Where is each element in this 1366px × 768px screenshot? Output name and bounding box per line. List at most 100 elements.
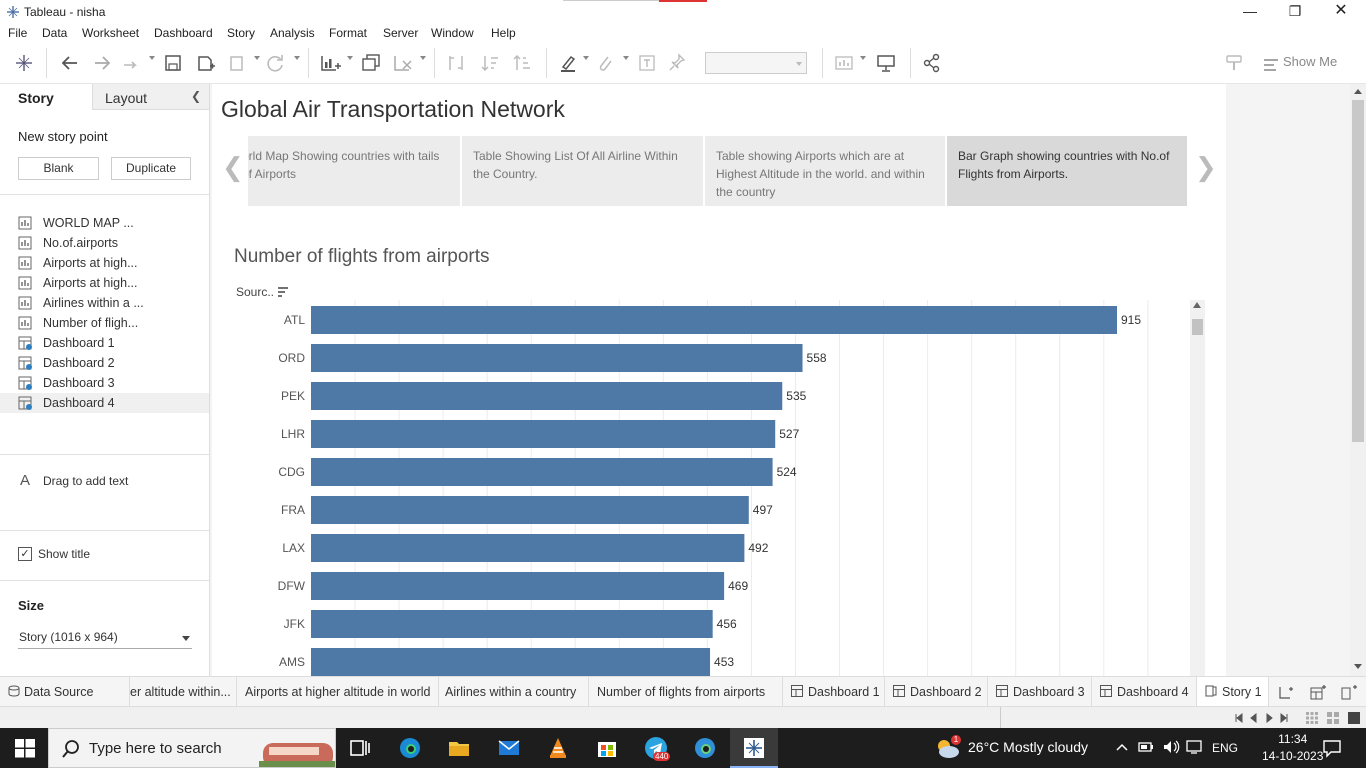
collapse-panel-icon[interactable]: ❮ <box>190 89 201 103</box>
menu-analysis[interactable]: Analysis <box>270 26 315 40</box>
weather-cloudy-icon[interactable] <box>934 736 962 760</box>
tab-layout[interactable]: Layout <box>92 84 209 110</box>
sheet-list-item[interactable]: Airlines within a ... <box>0 293 209 313</box>
sheet-list-item[interactable]: No.of.airports <box>0 233 209 253</box>
presentation-mode-icon[interactable] <box>876 52 896 74</box>
blank-button[interactable]: Blank <box>18 157 99 180</box>
bar-ams[interactable] <box>311 648 711 676</box>
new-worksheet-icon[interactable] <box>320 52 342 74</box>
new-data-source-icon[interactable] <box>196 52 216 74</box>
story-point-2[interactable]: Table Showing List Of All Airline Within… <box>462 136 703 206</box>
filmstrip-view-icon[interactable] <box>1306 712 1318 724</box>
sheet-navigation-icon[interactable] <box>1234 713 1294 723</box>
story-point-4-active[interactable]: Bar Graph showing countries with No.of F… <box>947 136 1187 206</box>
new-worksheet-tab-icon[interactable] <box>1278 685 1294 701</box>
bar-pek[interactable] <box>311 382 783 410</box>
tab-dashboard[interactable]: Dashboard 2 <box>885 677 988 707</box>
tab-story[interactable]: Story <box>18 90 54 106</box>
replay-icon[interactable] <box>122 52 142 74</box>
battery-icon[interactable] <box>1138 740 1154 754</box>
bar-atl[interactable] <box>311 306 1117 334</box>
tab-worksheet[interactable]: Airlines within a country <box>439 677 589 707</box>
bar-dfw[interactable] <box>311 572 725 600</box>
menu-server[interactable]: Server <box>383 26 419 40</box>
close-icon[interactable]: ✕ <box>1334 2 1348 19</box>
tab-view-icon[interactable] <box>1327 712 1339 724</box>
scroll-down-icon[interactable] <box>1354 664 1362 670</box>
volume-icon[interactable] <box>1162 739 1180 755</box>
window-vertical-scrollbar[interactable] <box>1350 84 1366 676</box>
duplicate-sheet-icon[interactable] <box>361 52 381 74</box>
scroll-thumb[interactable] <box>1192 319 1203 335</box>
task-view-icon[interactable] <box>348 736 372 760</box>
new-story-tab-icon[interactable] <box>1341 685 1357 701</box>
save-icon[interactable] <box>164 52 182 74</box>
show-mark-labels-icon[interactable] <box>637 52 657 74</box>
tab-dashboard[interactable]: Dashboard 4 <box>1092 677 1197 707</box>
menu-window[interactable]: Window <box>431 26 474 40</box>
restore-icon[interactable]: ❐ <box>1288 3 1302 19</box>
sheet-list-item[interactable]: Dashboard 4 <box>0 393 209 413</box>
taskbar-search-input[interactable]: Type here to search <box>48 728 336 768</box>
group-members-icon[interactable] <box>596 52 614 74</box>
show-cards-icon[interactable] <box>834 52 856 74</box>
bar-lax[interactable] <box>311 534 745 562</box>
show-hidden-icons-icon[interactable] <box>1116 742 1128 752</box>
network-icon[interactable] <box>1186 739 1204 755</box>
duplicate-button[interactable]: Duplicate <box>111 157 191 180</box>
sort-ascending-icon[interactable] <box>480 52 500 74</box>
sheet-list-item[interactable]: Dashboard 1 <box>0 333 209 353</box>
scroll-up-icon[interactable] <box>1354 88 1362 94</box>
show-me-icon[interactable] <box>1262 54 1280 76</box>
bar-lhr[interactable] <box>311 420 776 448</box>
sheet-list-item[interactable]: Dashboard 2 <box>0 353 209 373</box>
sheet-list-item[interactable]: WORLD MAP ... <box>0 213 209 233</box>
refresh-icon[interactable] <box>265 52 285 74</box>
bar-cdg[interactable] <box>311 458 773 486</box>
sheet-list-item[interactable]: Airports at high... <box>0 273 209 293</box>
story-point-1[interactable]: orld Map Showing countries with tails of… <box>248 136 460 206</box>
scroll-up-icon[interactable] <box>1193 302 1201 308</box>
menu-dashboard[interactable]: Dashboard <box>154 26 213 40</box>
menu-help[interactable]: Help <box>491 26 516 40</box>
edge-browser-alt-icon[interactable] <box>693 736 717 760</box>
menu-format[interactable]: Format <box>329 26 368 40</box>
menu-story[interactable]: Story <box>227 26 256 40</box>
bar-jfk[interactable] <box>311 610 713 638</box>
tableau-taskbar-button[interactable] <box>730 728 778 768</box>
tab-data-source[interactable]: Data Source <box>0 677 130 707</box>
notifications-icon[interactable] <box>1322 738 1342 758</box>
swap-rows-columns-icon[interactable] <box>446 52 466 74</box>
format-painter-icon[interactable] <box>1224 52 1244 74</box>
mail-icon[interactable] <box>497 736 521 760</box>
clear-sheet-icon[interactable] <box>393 52 415 74</box>
tab-worksheet[interactable]: Number of flights from airports <box>589 677 783 707</box>
sort-descending-icon[interactable] <box>512 52 532 74</box>
story-size-select[interactable]: Story (1016 x 964) <box>18 628 192 649</box>
undo-icon[interactable] <box>60 52 80 74</box>
highlight-icon[interactable] <box>558 52 578 74</box>
tab-dashboard[interactable]: Dashboard 3 <box>988 677 1092 707</box>
bar-ord[interactable] <box>311 344 803 372</box>
story-point-3[interactable]: Table showing Airports which are at High… <box>705 136 945 206</box>
vlc-player-icon[interactable] <box>546 736 570 760</box>
row-axis-header[interactable]: Sourc.. <box>236 285 289 299</box>
fit-dropdown[interactable] <box>705 52 807 74</box>
telegram-app[interactable]: 440 <box>644 736 678 768</box>
show-me-button[interactable]: Show Me <box>1283 54 1338 69</box>
edge-browser-icon[interactable] <box>398 736 422 760</box>
weather-text[interactable]: 26°C Mostly cloudy <box>968 739 1088 755</box>
menu-file[interactable]: File <box>8 26 28 40</box>
fix-axes-icon[interactable] <box>667 52 687 74</box>
microsoft-store-icon[interactable] <box>595 736 619 760</box>
tab-story-active[interactable]: Story 1 <box>1197 677 1269 707</box>
windows-start-icon[interactable] <box>13 736 37 760</box>
sheet-list-item[interactable]: Airports at high... <box>0 253 209 273</box>
minimize-icon[interactable]: — <box>1243 3 1257 19</box>
next-story-point-icon[interactable]: ❯ <box>1195 152 1217 182</box>
pause-updates-icon[interactable] <box>228 52 246 74</box>
menu-data[interactable]: Data <box>42 26 68 40</box>
sheet-sorter-icon[interactable] <box>1348 712 1360 724</box>
tab-dashboard[interactable]: Dashboard 1 <box>783 677 885 707</box>
bar-fra[interactable] <box>311 496 749 524</box>
